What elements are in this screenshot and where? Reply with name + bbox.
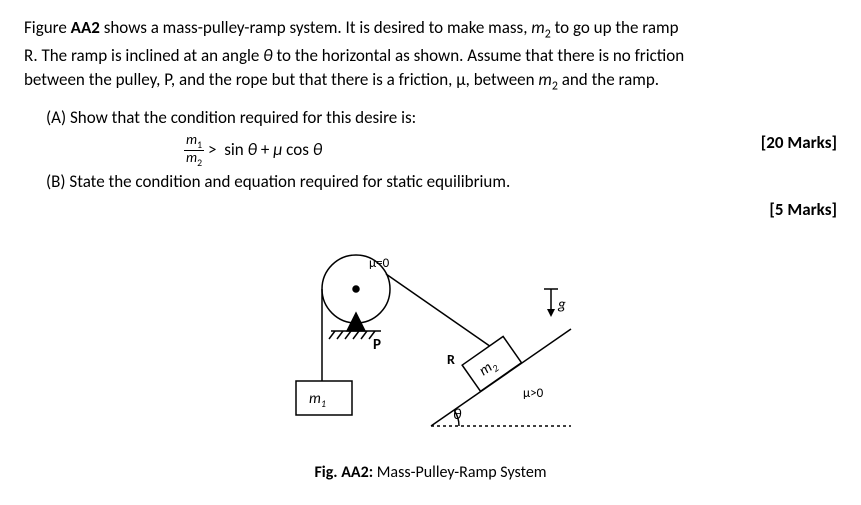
intro-line2a: R. The ramp is inclined at an angle: [24, 45, 263, 66]
figure-caption: Fig. AA2: Mass-Pulley-Ramp System: [314, 461, 546, 484]
ramp-label: R: [447, 351, 455, 368]
equation-rhs: > sin θ + μ cos θ: [208, 138, 322, 163]
mu-gt-zero-label: μ>0: [523, 386, 544, 401]
mass-m2-symbol-2: m2: [538, 69, 557, 90]
figure-aa2: μ=0 P m1 θ R m2 μ>0: [24, 241, 837, 484]
mu-zero-label: μ=0: [369, 256, 390, 271]
mass-m2-symbol: m2: [531, 17, 550, 38]
figure-caption-text: Mass-Pulley-Ramp System: [373, 463, 546, 482]
mass-m1-label: m1: [309, 390, 326, 410]
intro-line1c: shows a mass-pulley-ramp system. It is d…: [100, 17, 531, 38]
part-a-equation-row: m1 m2 > sin θ + μ cos θ [20 Marks]: [24, 131, 837, 170]
figure-caption-ref: Fig. AA2:: [314, 463, 373, 482]
fraction-m1-over-m2: m1 m2: [184, 133, 204, 168]
pulley-ramp-diagram: μ=0 P m1 θ R m2 μ>0: [251, 241, 611, 451]
fraction-denominator: m2: [184, 151, 204, 168]
problem-intro: Figure AA2 shows a mass-pulley-ramp syst…: [24, 16, 837, 96]
part-b-text: (B) State the condition and equation req…: [46, 170, 837, 195]
theta-symbol: θ: [263, 45, 273, 66]
intro-line1d: to go up the ramp: [551, 17, 679, 38]
mass-m2-box: m2: [462, 336, 521, 391]
intro-line3b: , between: [466, 69, 539, 90]
part-a-text: (A) Show that the condition required for…: [46, 106, 837, 131]
part-b-marks: [5 Marks]: [24, 198, 837, 223]
pulley-label: P: [373, 336, 381, 354]
figure-ref: AA2: [71, 17, 100, 38]
intro-line1a: Figure: [24, 17, 71, 38]
gravity-label: g: [557, 296, 566, 314]
part-a-marks: [20 Marks]: [761, 131, 837, 156]
intro-line2b: to the horizontal as shown. Assume that …: [273, 45, 685, 66]
intro-line3c: and the ramp.: [558, 69, 659, 90]
mu-symbol: μ: [456, 69, 465, 90]
fraction-numerator: m1: [184, 133, 204, 151]
rope-right: [386, 274, 494, 349]
theta-label: θ: [453, 406, 462, 424]
gravity-arrow: [544, 289, 558, 317]
intro-line3a: between the pulley, P, and the rope but …: [24, 69, 456, 90]
inequality-equation: m1 m2 > sin θ + μ cos θ: [184, 133, 322, 168]
